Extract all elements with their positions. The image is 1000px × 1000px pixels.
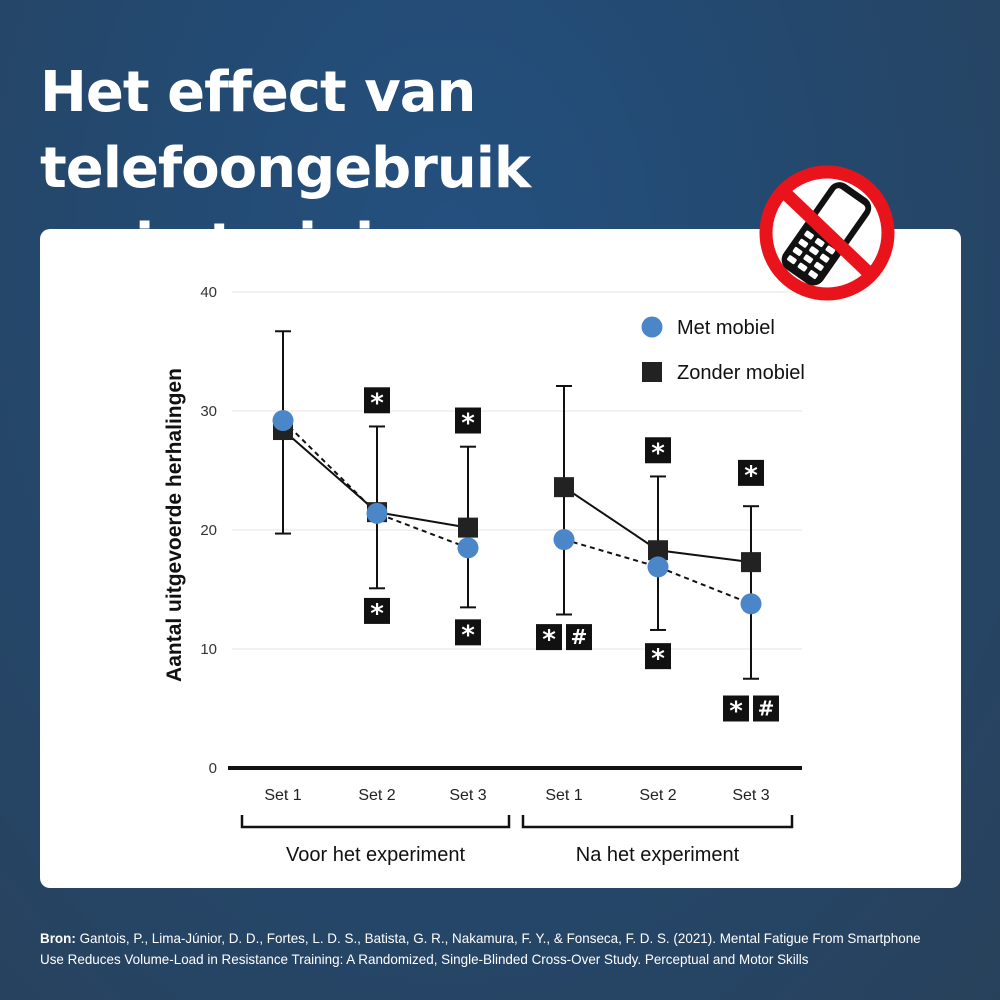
- line-chart: 0 10 20 30 40 Set 1 Set 2 Set 3 Set 1 Set 2 Set 3 V…: [163, 284, 805, 866]
- x-tick-label: Set 1: [545, 787, 582, 804]
- marker-met-mobiel: [647, 556, 669, 578]
- marker-met-mobiel: [366, 502, 388, 524]
- y-tick-label: 30: [200, 403, 217, 420]
- significance-symbol: *: [461, 620, 475, 650]
- group-bracket: [521, 815, 794, 829]
- significance-symbol: *: [651, 644, 665, 674]
- significance-symbol: *: [651, 438, 665, 468]
- significance-marker: *: [645, 437, 671, 468]
- significance-marker: *: [723, 695, 749, 727]
- no-phone-icon: [759, 165, 895, 301]
- group-bracket: [240, 815, 511, 829]
- significance-box: [455, 407, 481, 434]
- y-axis-label: Aantal uitgevoerde herhalingen: [163, 368, 186, 682]
- marker-met-mobiel: [457, 537, 479, 559]
- marker-zonder-mobiel: [554, 477, 574, 498]
- significance-marker: *: [738, 459, 764, 491]
- significance-symbol: #: [571, 625, 588, 649]
- significance-symbol: *: [370, 388, 384, 418]
- significance-box: [364, 387, 390, 414]
- significance-box: [645, 643, 671, 670]
- significance-symbol: *: [370, 599, 384, 629]
- y-tick-label: 40: [200, 284, 217, 301]
- series-line-met-mobiel: [282, 419, 469, 549]
- significance-box: [364, 597, 390, 624]
- series-line-met-mobiel: [563, 538, 752, 605]
- x-tick-label: Set 2: [639, 787, 676, 804]
- x-tick-label: Set 2: [358, 787, 395, 804]
- significance-symbol: *: [744, 461, 758, 491]
- significance-symbol: *: [542, 625, 556, 655]
- significance-box: [536, 624, 562, 651]
- y-tick-label: 10: [200, 641, 217, 658]
- y-tick-label: 0: [209, 760, 217, 777]
- significance-box: [723, 695, 749, 722]
- legend-marker-met-mobiel: [641, 316, 663, 338]
- significance-marker: *: [455, 619, 481, 650]
- significance-symbol: *: [729, 697, 743, 727]
- significance-marker: #: [566, 624, 592, 651]
- group-label: Na het experiment: [576, 844, 740, 866]
- marker-zonder-mobiel: [458, 517, 478, 538]
- significance-marker: *: [645, 643, 671, 674]
- marker-met-mobiel: [272, 410, 294, 432]
- significance-box: [753, 695, 779, 722]
- significance-marker: *: [364, 387, 390, 418]
- significance-box: [738, 459, 764, 486]
- significance-marker: *: [455, 407, 481, 439]
- significance-marker: *: [536, 624, 562, 655]
- significance-symbol: #: [758, 697, 775, 721]
- significance-marker: #: [753, 695, 779, 722]
- title-line-1: Het effect van telefoongebruik: [40, 60, 531, 201]
- significance-box: [566, 624, 592, 651]
- group-label: Voor het experiment: [286, 844, 465, 866]
- marker-met-mobiel: [740, 593, 762, 615]
- significance-box: [455, 619, 481, 646]
- significance-box: [645, 437, 671, 464]
- marker-zonder-mobiel: [648, 540, 668, 561]
- marker-zonder-mobiel: [741, 552, 761, 573]
- source-citation: Bron: Gantois, P., Lima-Júnior, D. D., F…: [40, 928, 923, 970]
- source-label: Bron:: [40, 930, 76, 946]
- chart-card: 0 10 20 30 40 Set 1 Set 2 Set 3 Set 1 Set 2 Set 3 V…: [40, 229, 961, 888]
- significance-marker: *: [364, 597, 390, 629]
- x-tick-label: Set 3: [449, 787, 486, 804]
- legend-label-zonder-mobiel: Zonder mobiel: [677, 362, 805, 384]
- x-tick-label: Set 1: [264, 787, 301, 804]
- significance-symbol: *: [461, 409, 475, 439]
- legend-label-met-mobiel: Met mobiel: [677, 317, 775, 339]
- legend-marker-zonder-mobiel: [642, 362, 662, 382]
- y-tick-label: 20: [200, 522, 217, 539]
- source-text: Gantois, P., Lima-Júnior, D. D., Fortes,…: [40, 930, 921, 967]
- marker-met-mobiel: [553, 529, 575, 551]
- x-tick-label: Set 3: [732, 787, 769, 804]
